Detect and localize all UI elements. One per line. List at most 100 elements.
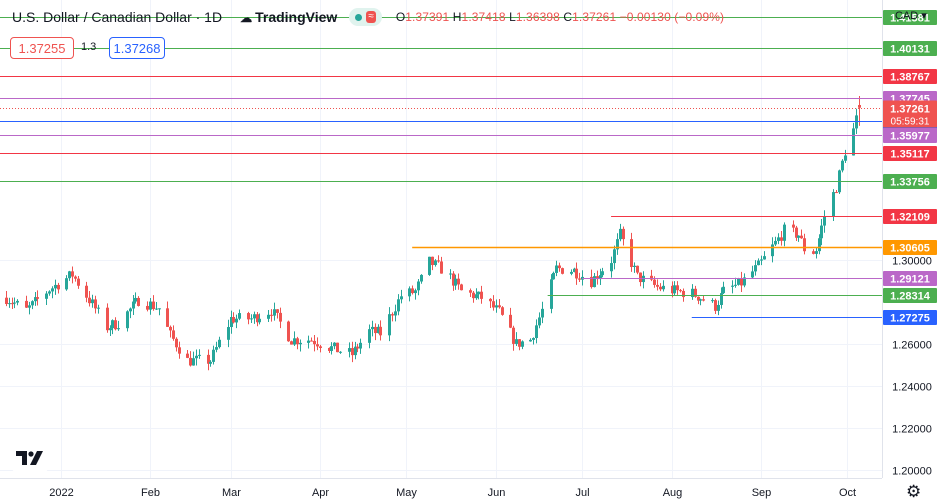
candle-body [134,297,137,302]
candle-body [844,155,847,161]
candle-body [679,290,682,292]
candle-body [757,260,760,266]
candle-body [823,216,826,226]
low-value: 1.36398 [515,10,560,24]
candle-body [616,239,619,250]
candle-body [175,338,178,348]
y-tick-label: 1.22000 [892,424,932,436]
spread-value: 1.3 [81,41,97,53]
candle-body [417,281,420,291]
candle-body [428,256,431,275]
candle-body [702,299,705,301]
candle-body [276,309,279,313]
candle-body [599,275,602,280]
candle-body [408,288,411,297]
symbol-title[interactable]: U.S. Dollar / Canadian Dollar · 1D [12,9,223,25]
market-open-dot-icon [355,13,363,21]
candle-body [227,327,230,340]
currency-selector[interactable]: CAD ▾ [895,10,927,22]
candle-body [377,326,380,334]
candle-body [812,251,815,254]
candle-body [509,314,512,328]
candle-body [590,276,593,288]
candle-body [330,346,333,351]
x-tick-label: Aug [663,487,683,499]
level-price-label: 1.28314 [890,291,931,303]
candle-body [457,278,460,285]
candle-body [235,318,238,323]
close-label: C [563,10,573,24]
tradingview-logo[interactable] [12,444,48,472]
candle-body [449,273,452,275]
candle-body [388,314,391,336]
level-price-label: 1.33756 [890,177,930,189]
candle-body [65,278,68,290]
candle-body [195,355,198,359]
level-price-tag [883,41,937,56]
candle-body [656,284,659,287]
candle-body [613,249,616,264]
candle-body [296,338,299,345]
tradingview-logo-icon [16,451,43,465]
settings-gear-icon[interactable]: ⚙ [906,482,922,501]
candle-body [307,340,310,343]
candle-body [198,354,201,356]
candle-body [754,265,757,272]
candle-body [740,278,743,286]
time-axis[interactable] [0,478,882,504]
high-label: H [452,10,462,24]
sell-button[interactable]: 1.37255 [10,37,74,59]
candle-body [71,271,74,277]
market-status-pill[interactable]: ≈ [349,8,382,26]
level-price-label: 1.35117 [890,149,929,161]
candle-body [328,347,331,351]
candle-body [230,317,233,328]
candle-body [570,271,573,274]
candle-body [492,301,495,308]
candle-body [760,259,763,261]
candle-body [54,284,57,289]
candle-body [212,349,215,362]
candle-body [129,308,132,312]
level-price-label: 1.32109 [890,212,930,224]
change-value: −0.00130 (−0.09%) [619,10,725,24]
buy-button[interactable]: 1.37268 [109,37,165,59]
candle-body [279,312,282,322]
candle-body [820,225,823,239]
candle-body [146,305,149,310]
candle-body [610,263,613,272]
candle-body [379,326,382,336]
candle-body [270,314,273,316]
low-label: L [509,10,516,24]
candle-body [172,330,175,339]
candle-body [495,305,498,308]
candle-body [743,277,746,286]
candle-body [13,302,16,304]
candle-body [215,347,218,350]
candle-body [662,285,665,290]
chart-grid [0,0,882,478]
candle-body [480,291,483,299]
candle-body [717,304,720,311]
chart-legend: U.S. Dollar / Canadian Dollar · 1D ☁ Trad… [12,8,724,26]
candle-body [815,251,818,254]
candle-body [477,291,480,295]
candle-body [619,228,622,240]
candle-body [650,275,653,280]
ohlc-values: O1.37391 H1.37418 L1.36398 C1.37261 −0.0… [396,10,724,24]
candle-body [359,342,362,349]
candle-body [541,308,544,318]
x-tick-label: Jun [488,487,506,499]
candle-body [841,160,844,171]
candle-body [316,344,319,347]
candle-body [682,290,685,298]
candle-body [452,273,455,286]
candle-body [630,239,633,267]
candle-body [795,227,798,238]
candle-body [751,271,754,278]
open-label: O [395,10,406,24]
candle-body [561,268,564,274]
candle-body [633,265,636,267]
levels-layer [0,17,882,318]
